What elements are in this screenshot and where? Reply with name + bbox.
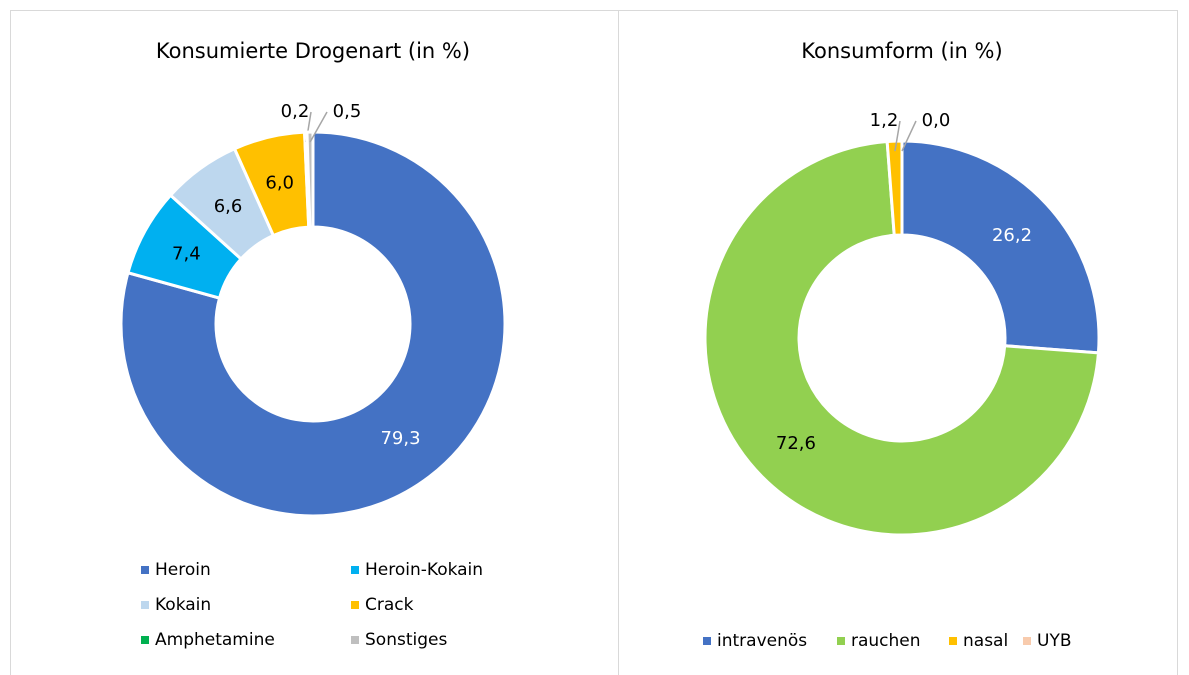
legend-swatch xyxy=(351,566,359,574)
chart-title: Konsumierte Drogenart (in %) xyxy=(156,39,470,63)
legend-swatch xyxy=(141,566,149,574)
legend-swatch xyxy=(1023,637,1031,645)
data-label: 7,4 xyxy=(172,243,201,264)
legend-label: Kokain xyxy=(155,595,211,615)
legend-swatch xyxy=(351,601,359,609)
legend-label: rauchen xyxy=(851,631,921,651)
legend-swatch xyxy=(703,637,711,645)
data-label: 0,0 xyxy=(922,110,951,131)
data-label: 0,2 xyxy=(281,101,310,122)
donut-slice xyxy=(305,130,315,229)
data-label: 1,2 xyxy=(870,110,899,131)
data-label: 26,2 xyxy=(992,225,1032,246)
legend-swatch xyxy=(837,637,845,645)
outer-border xyxy=(10,10,1178,675)
legend-label: Amphetamine xyxy=(155,630,275,650)
legend-label: Sonstiges xyxy=(365,630,447,650)
data-label: 6,6 xyxy=(214,196,243,217)
data-label: 0,5 xyxy=(333,101,362,122)
leader-line xyxy=(309,111,328,143)
data-label: 79,3 xyxy=(380,428,420,449)
legend-label: Heroin xyxy=(155,560,211,580)
legend-label: intravenös xyxy=(717,631,807,651)
data-label: 6,0 xyxy=(265,172,294,193)
legend-swatch xyxy=(949,637,957,645)
legend-label: Heroin-Kokain xyxy=(365,560,483,580)
legend-swatch xyxy=(351,636,359,644)
legend-swatch xyxy=(141,601,149,609)
leader-line xyxy=(894,120,901,152)
legend-label: Crack xyxy=(365,595,414,615)
legend-label: UYB xyxy=(1037,631,1072,651)
legend-swatch xyxy=(141,636,149,644)
data-label: 72,6 xyxy=(776,433,816,454)
donut-slice xyxy=(900,139,1101,355)
legend-label: nasal xyxy=(963,631,1008,651)
donut-slice xyxy=(119,130,507,518)
donut-slice xyxy=(703,139,1101,537)
leader-line xyxy=(901,120,917,152)
chart-title: Konsumform (in %) xyxy=(801,39,1002,63)
